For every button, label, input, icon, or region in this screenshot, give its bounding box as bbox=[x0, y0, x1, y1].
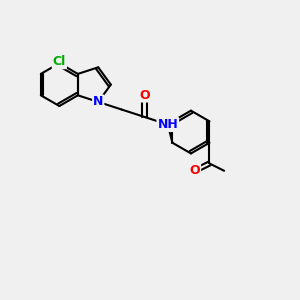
Text: O: O bbox=[139, 88, 150, 102]
Text: O: O bbox=[190, 164, 200, 177]
Text: N: N bbox=[93, 95, 104, 108]
Text: NH: NH bbox=[158, 118, 178, 131]
Text: Cl: Cl bbox=[53, 55, 66, 68]
